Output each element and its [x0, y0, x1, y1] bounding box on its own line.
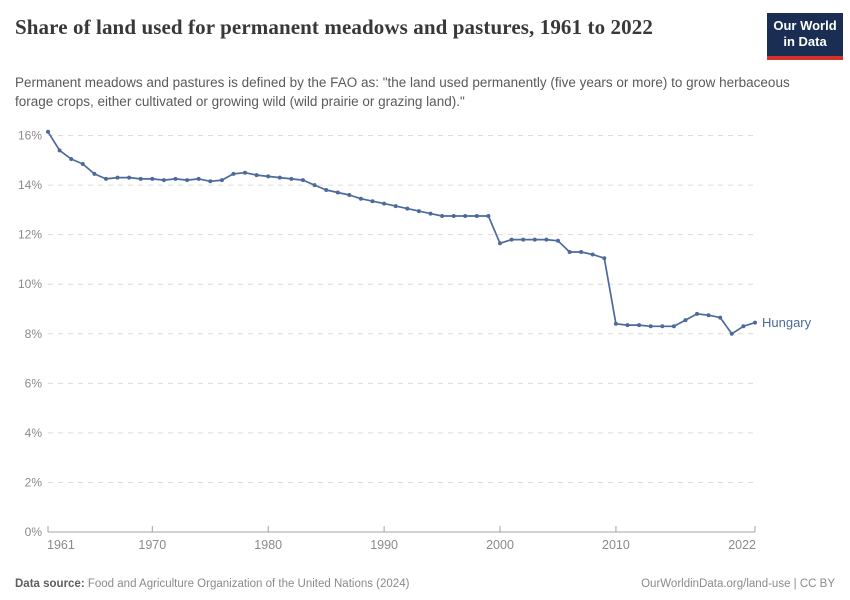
data-point[interactable]: [532, 237, 537, 242]
data-point[interactable]: [219, 178, 224, 183]
data-point[interactable]: [115, 175, 120, 180]
data-point[interactable]: [486, 214, 491, 218]
x-axis-tick-label: 1990: [370, 538, 398, 552]
data-point[interactable]: [753, 320, 757, 325]
data-point[interactable]: [729, 331, 734, 336]
data-point[interactable]: [613, 321, 618, 326]
data-point[interactable]: [335, 190, 340, 195]
data-point[interactable]: [509, 237, 514, 242]
data-point[interactable]: [602, 256, 607, 261]
license-note: OurWorldinData.org/land-use | CC BY: [641, 578, 835, 590]
data-point[interactable]: [92, 171, 97, 176]
data-point[interactable]: [683, 318, 688, 323]
data-point[interactable]: [590, 252, 595, 257]
chart-subtitle: Permanent meadows and pastures is define…: [15, 75, 790, 109]
data-point[interactable]: [312, 183, 317, 188]
x-axis-tick-label: 2022: [728, 538, 756, 552]
x-axis-tick-label: 1961: [47, 538, 75, 552]
data-point[interactable]: [161, 178, 166, 183]
y-axis-tick-label: 10%: [18, 277, 42, 291]
line-series-hungary[interactable]: [47, 131, 756, 335]
y-axis-tick-label: 6%: [25, 376, 43, 390]
data-point[interactable]: [196, 176, 201, 181]
data-source-value: Food and Agriculture Organization of the…: [84, 578, 410, 590]
data-point[interactable]: [660, 324, 665, 329]
chart-footer: Data source: Food and Agriculture Organi…: [0, 578, 850, 590]
data-point[interactable]: [625, 323, 630, 328]
data-point[interactable]: [347, 193, 352, 197]
data-point[interactable]: [567, 250, 572, 254]
y-axis-tick-label: 8%: [25, 327, 43, 341]
data-point[interactable]: [266, 174, 271, 179]
y-axis-tick-label: 0%: [25, 525, 43, 539]
data-point[interactable]: [718, 315, 723, 320]
data-point[interactable]: [544, 237, 549, 242]
owid-logo-line2: in Data: [783, 34, 827, 49]
data-point[interactable]: [451, 214, 456, 218]
data-point[interactable]: [706, 313, 711, 318]
data-point[interactable]: [301, 178, 305, 183]
data-point[interactable]: [69, 157, 74, 161]
data-point[interactable]: [498, 241, 502, 246]
data-point[interactable]: [243, 170, 247, 175]
data-point[interactable]: [741, 324, 746, 329]
data-point[interactable]: [324, 188, 329, 192]
data-point[interactable]: [382, 201, 387, 206]
data-point[interactable]: [277, 175, 282, 180]
data-point[interactable]: [440, 214, 445, 218]
data-point[interactable]: [173, 176, 178, 181]
data-point[interactable]: [463, 214, 468, 218]
data-point[interactable]: [671, 324, 676, 329]
data-point[interactable]: [393, 204, 398, 209]
data-point[interactable]: [428, 211, 433, 216]
y-axis-tick-label: 16%: [18, 129, 42, 143]
data-point[interactable]: [648, 324, 653, 329]
data-point[interactable]: [208, 179, 213, 184]
chart-title: Share of land used for permanent meadows…: [15, 15, 653, 39]
data-point[interactable]: [138, 176, 143, 181]
y-axis-tick-label: 14%: [18, 178, 42, 192]
data-point[interactable]: [521, 237, 526, 242]
data-source-note: Data source: Food and Agriculture Organi…: [15, 578, 409, 590]
data-point[interactable]: [185, 178, 190, 183]
data-point[interactable]: [405, 206, 410, 211]
data-point[interactable]: [80, 162, 85, 166]
series-label-hungary[interactable]: Hungary: [762, 315, 812, 330]
line-chart: 0% 2% 4% 6% 8% 10% 12% 14% 16% 1961 1970 1980 1990 20…: [18, 129, 812, 553]
data-point[interactable]: [358, 196, 363, 201]
data-point[interactable]: [474, 214, 479, 218]
data-point[interactable]: [637, 323, 642, 328]
x-axis-tick-label: 2000: [486, 538, 514, 552]
y-axis-tick-label: 4%: [25, 426, 43, 440]
data-point[interactable]: [289, 176, 294, 181]
data-point[interactable]: [104, 176, 108, 181]
data-point[interactable]: [254, 173, 259, 178]
data-point[interactable]: [556, 238, 560, 243]
data-point[interactable]: [370, 199, 375, 204]
y-axis-tick-label: 12%: [18, 228, 42, 242]
data-point[interactable]: [231, 171, 236, 176]
data-point[interactable]: [57, 148, 62, 153]
owid-logo-line1: Our World: [773, 18, 837, 33]
data-point[interactable]: [150, 176, 155, 181]
x-axis-tick-label: 1970: [138, 538, 166, 552]
x-axis-tick-label: 2010: [602, 538, 630, 552]
data-point[interactable]: [416, 209, 421, 214]
x-axis-tick-label: 1980: [254, 538, 282, 552]
data-point[interactable]: [46, 129, 50, 134]
data-point[interactable]: [127, 175, 132, 180]
data-point[interactable]: [579, 250, 584, 254]
data-source-label: Data source:: [15, 578, 85, 590]
y-axis-tick-label: 2%: [25, 475, 43, 489]
data-point[interactable]: [695, 311, 699, 316]
owid-logo: Our World in Data: [767, 13, 843, 60]
